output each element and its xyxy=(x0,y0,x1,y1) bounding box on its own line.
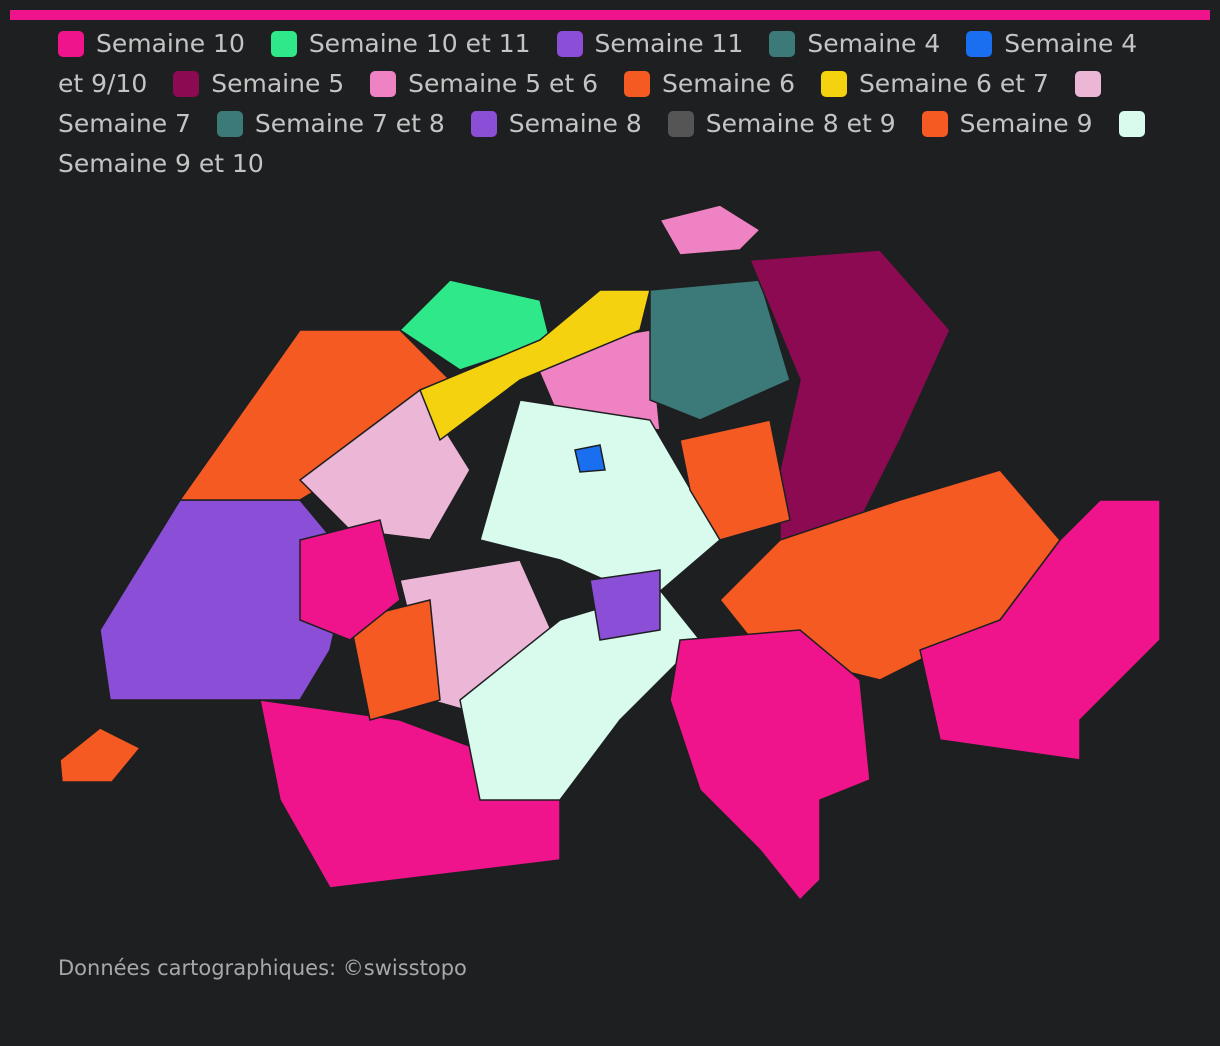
legend-swatch xyxy=(624,71,651,97)
legend-item: Semaine 6 xyxy=(624,69,795,98)
legend-swatch xyxy=(921,111,948,137)
legend-label: Semaine 4 xyxy=(807,29,941,58)
region xyxy=(299,519,401,641)
legend-item: Semaine 9 xyxy=(921,109,1093,138)
legend-swatch xyxy=(470,111,497,137)
legend-item: Semaine 7 et 8 xyxy=(216,109,445,138)
legend-item: Semaine 8 xyxy=(470,109,642,138)
legend-swatch xyxy=(556,31,583,57)
legend-label: Semaine 7 et 8 xyxy=(254,109,445,138)
region xyxy=(658,204,762,256)
map xyxy=(59,204,1161,902)
legend-swatch xyxy=(1118,111,1145,137)
legend-swatch xyxy=(667,111,694,137)
top-bar xyxy=(10,10,1210,20)
legend-swatch xyxy=(769,31,796,57)
legend-item: Semaine 7 xyxy=(58,69,1113,138)
legend-swatch xyxy=(1074,71,1101,97)
legend-item: Semaine 4 et 9/10 xyxy=(58,29,1137,98)
region xyxy=(459,589,702,801)
region xyxy=(419,289,651,442)
region xyxy=(259,699,561,889)
legend-label: Semaine 9 et 10 xyxy=(58,149,264,178)
legend-swatch xyxy=(820,71,847,97)
legend-swatch xyxy=(966,31,993,57)
region xyxy=(649,279,791,421)
legend-label: Semaine 9 xyxy=(959,109,1093,138)
source-credit: Données cartographiques: ©swisstopo xyxy=(58,956,467,980)
legend: Semaine 10 Semaine 10 et 11 Semaine 11 S… xyxy=(58,24,1168,184)
legend-item: Semaine 10 et 11 xyxy=(270,29,531,58)
region xyxy=(669,629,871,902)
legend-label: Semaine 10 xyxy=(96,29,245,58)
region xyxy=(589,569,661,641)
legend-item: Semaine 11 xyxy=(556,29,744,58)
legend-label: Semaine 8 xyxy=(508,109,642,138)
legend-label: Semaine 6 et 7 xyxy=(858,69,1049,98)
legend-label: Semaine 11 xyxy=(594,29,744,58)
legend-label: Semaine 5 et 6 xyxy=(408,69,599,98)
legend-swatch xyxy=(58,31,84,57)
region xyxy=(298,388,471,541)
legend-label: Semaine 10 et 11 xyxy=(308,29,531,58)
legend-swatch xyxy=(370,71,397,97)
legend-label: Semaine 6 xyxy=(662,69,795,98)
legend-label: Semaine 4 et 9/10 xyxy=(58,29,1138,98)
legend-item: Semaine 8 et 9 xyxy=(667,109,896,138)
legend-swatch xyxy=(173,71,200,97)
legend-item: Semaine 5 xyxy=(173,69,344,98)
legend-swatch xyxy=(216,111,243,137)
legend-item: Semaine 10 xyxy=(58,29,245,58)
region xyxy=(349,599,441,721)
legend-label: Semaine 5 xyxy=(211,69,345,98)
region xyxy=(398,279,551,371)
legend-item: Semaine 5 et 6 xyxy=(370,69,598,98)
legend-label: Semaine 7 xyxy=(58,109,191,138)
legend-item: Semaine 4 xyxy=(769,29,940,58)
region xyxy=(679,419,791,541)
legend-label: Semaine 8 et 9 xyxy=(705,109,896,138)
legend-item: Semaine 6 et 7 xyxy=(820,69,1049,98)
legend-item: Semaine 9 et 10 xyxy=(58,109,1157,178)
region xyxy=(919,499,1161,761)
region xyxy=(574,444,606,473)
region xyxy=(59,727,142,783)
legend-swatch xyxy=(270,31,297,57)
